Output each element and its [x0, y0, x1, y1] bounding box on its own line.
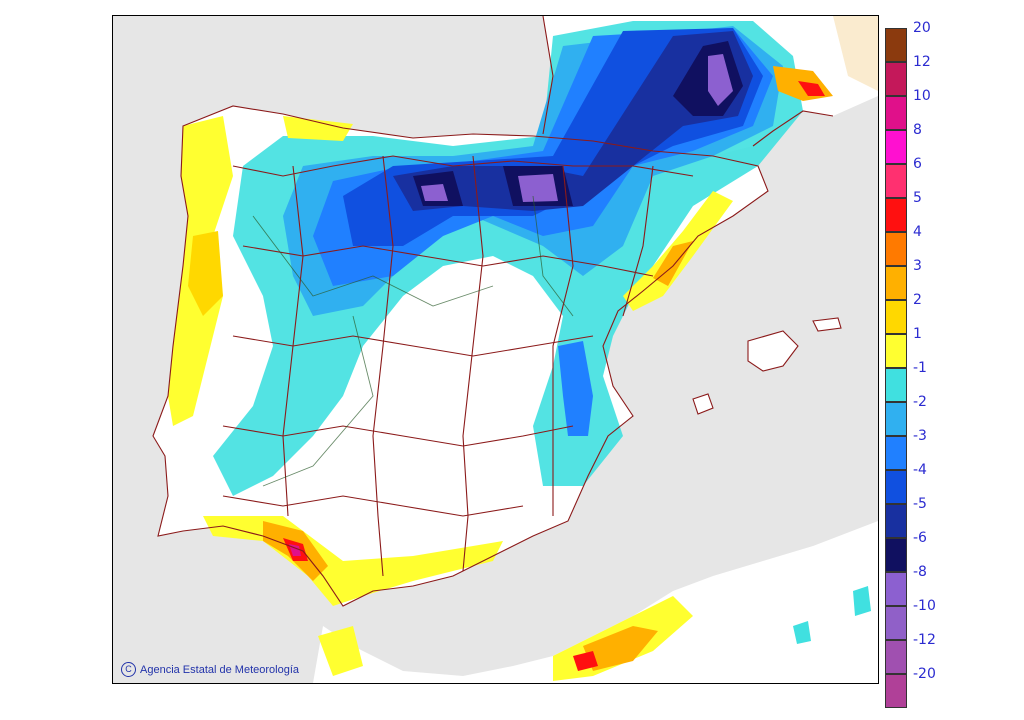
legend-label: -12 — [913, 632, 936, 648]
legend-swatch — [885, 28, 907, 62]
mallorca — [748, 331, 798, 371]
legend-label: -8 — [913, 564, 927, 580]
watermark: aemet — [801, 647, 868, 672]
legend-swatch — [885, 198, 907, 232]
copyright-credit: C Agencia Estatal de Meteorología — [121, 662, 299, 677]
legend-label: -2 — [913, 394, 927, 410]
ibiza — [693, 394, 713, 414]
legend-label: 3 — [913, 258, 922, 274]
legend-label: 5 — [913, 190, 922, 206]
anomaly-africa-hot — [573, 651, 598, 671]
credit-text: Agencia Estatal de Meteorología — [140, 663, 299, 676]
legend-label: -3 — [913, 428, 927, 444]
legend-label: -20 — [913, 666, 936, 682]
anomaly-north-coast-plus1 — [283, 116, 353, 141]
color-legend: 20 12 10 8 6 5 4 3 2 1 -1 -2 -3 -4 -5 -6 -8 -10 -12 -20 — [885, 20, 945, 708]
legend-label: 12 — [913, 54, 931, 70]
legend-label: 2 — [913, 292, 922, 308]
legend-swatch — [885, 334, 907, 368]
legend-swatch — [885, 96, 907, 130]
legend-swatch — [885, 402, 907, 436]
anomaly-minus5 — [393, 31, 753, 211]
legend-label: 20 — [913, 20, 931, 36]
menorca — [813, 318, 841, 331]
france-beige-corner — [833, 16, 878, 91]
legend-swatch — [885, 436, 907, 470]
anomaly-west-coast-plus2 — [188, 231, 223, 316]
legend-swatch — [885, 504, 907, 538]
legend-swatch — [885, 164, 907, 198]
anomaly-canaries-cyan — [793, 586, 871, 644]
africa-land — [313, 521, 878, 683]
legend-swatch — [885, 62, 907, 96]
legend-label: -6 — [913, 530, 927, 546]
map-frame: C Agencia Estatal de Meteorología aemet — [112, 15, 879, 684]
legend-swatch — [885, 640, 907, 674]
anomaly-france-coast-hot — [798, 81, 825, 96]
legend-label: -5 — [913, 496, 927, 512]
legend-swatch — [885, 538, 907, 572]
legend-swatch — [885, 470, 907, 504]
legend-label: 1 — [913, 326, 922, 342]
anomaly-southeast-blue — [558, 341, 593, 436]
legend-label: 10 — [913, 88, 931, 104]
province-borders — [152, 16, 842, 607]
community-borders — [252, 195, 574, 487]
legend-swatch — [885, 368, 907, 402]
legend-swatch — [885, 130, 907, 164]
legend-swatch — [885, 300, 907, 334]
legend-label: -1 — [913, 360, 927, 376]
legend-label: -4 — [913, 462, 927, 478]
anomaly-africa-plus3 — [583, 626, 658, 671]
legend-label: 6 — [913, 156, 922, 172]
legend-swatch — [885, 266, 907, 300]
legend-swatch — [885, 232, 907, 266]
temperature-anomaly-map — [152, 16, 878, 683]
legend-swatch — [885, 606, 907, 640]
legend-label: 8 — [913, 122, 922, 138]
legend-label: -10 — [913, 598, 936, 614]
copyright-icon: C — [121, 662, 136, 677]
legend-swatch — [885, 674, 907, 708]
legend-label: 4 — [913, 224, 922, 240]
legend-swatch — [885, 572, 907, 606]
